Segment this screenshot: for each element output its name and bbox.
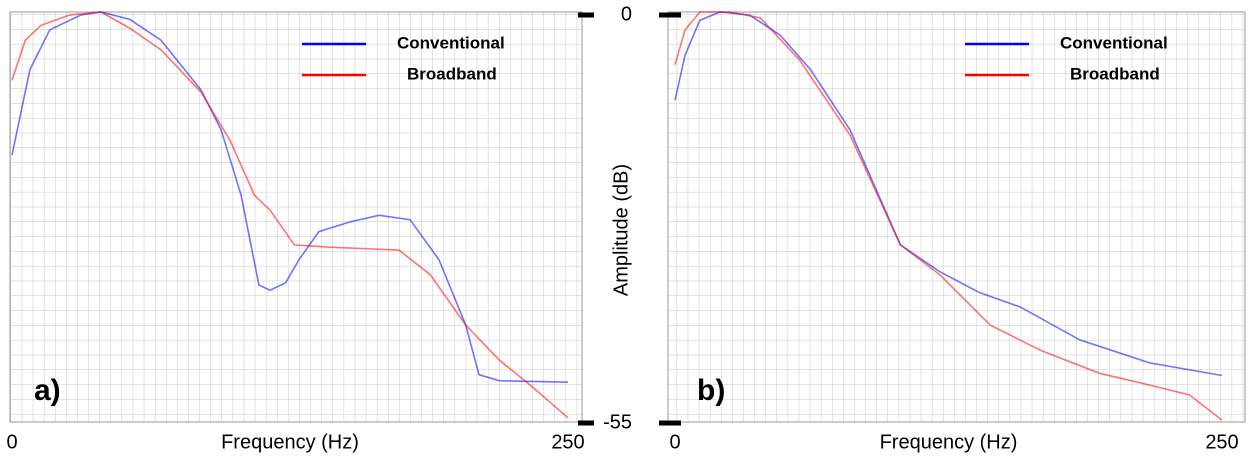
panel-label: b) xyxy=(697,374,725,407)
panel-a-grid xyxy=(9,11,583,423)
series-line xyxy=(674,11,1223,377)
y-axis-label: Amplitude (dB) xyxy=(610,164,632,296)
y-tick-label: 0 xyxy=(621,3,632,25)
x-tick-label: 0 xyxy=(669,431,680,453)
legend-label: Conventional xyxy=(397,33,505,52)
series-line xyxy=(674,11,1223,421)
x-axis-label: Frequency (Hz) xyxy=(221,431,359,453)
panel-label: a) xyxy=(34,374,61,407)
x-axis-label: Frequency (Hz) xyxy=(880,431,1018,453)
x-tick-label: 250 xyxy=(551,431,584,453)
legend-label: Broadband xyxy=(1070,64,1160,83)
x-tick-label: 0 xyxy=(6,431,17,453)
y-tick-label: -55 xyxy=(603,411,632,433)
x-tick-label: 250 xyxy=(1205,431,1238,453)
series-line xyxy=(11,11,569,419)
panel-b-grid xyxy=(667,11,1246,423)
legend-label: Broadband xyxy=(407,64,497,83)
legend-label: Conventional xyxy=(1060,33,1168,52)
